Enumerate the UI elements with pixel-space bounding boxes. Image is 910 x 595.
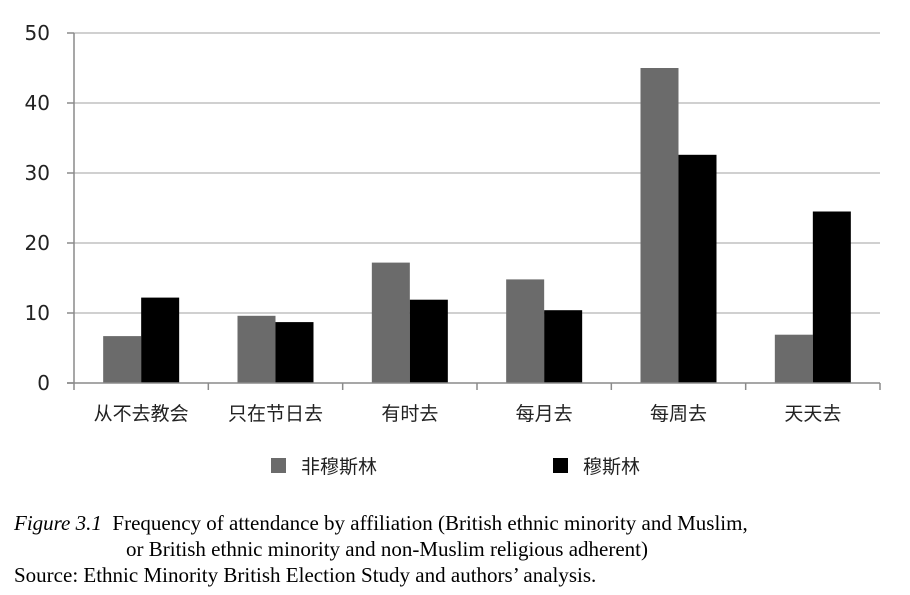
- gridlines: [74, 32, 880, 314]
- caption-line-1: Figure 3.1 Frequency of attendance by af…: [14, 510, 904, 536]
- x-tick-label: 从不去教会: [94, 403, 189, 425]
- bar-chart: 0 10 20 30 40 50 从不去教会 只在节日去 有时去 每月去 每周去 天天去 非穆斯林 穆…: [25, 21, 881, 478]
- legend-swatch: [553, 458, 568, 473]
- caption-source: Source: Ethnic Minority British Election…: [14, 563, 597, 587]
- figure-label: Figure 3.1: [14, 511, 102, 535]
- y-tick-label: 40: [25, 91, 50, 115]
- bar-series-2: [409, 299, 448, 383]
- bar-series-1: [640, 68, 679, 383]
- y-tick-label: 0: [37, 371, 50, 395]
- bar-series-1: [506, 279, 545, 383]
- bar-series-1: [371, 262, 410, 383]
- x-tick-label: 天天去: [784, 403, 841, 425]
- legend: 非穆斯林 穆斯林: [271, 456, 640, 478]
- bar-series-2: [678, 154, 717, 383]
- figure-caption: Figure 3.1 Frequency of attendance by af…: [14, 510, 904, 588]
- legend-label: 穆斯林: [583, 456, 640, 478]
- legend-swatch: [271, 458, 286, 473]
- bar-series-2: [141, 297, 180, 383]
- caption-title: Frequency of attendance by affiliation (…: [112, 511, 748, 535]
- y-tick-label: 10: [25, 301, 50, 325]
- bar-series-1: [103, 336, 142, 383]
- y-axis-tick-labels: 0 10 20 30 40 50: [25, 21, 50, 395]
- y-tick-label: 30: [25, 161, 50, 185]
- axes: [67, 32, 881, 390]
- x-tick-label: 有时去: [381, 403, 438, 425]
- legend-label: 非穆斯林: [301, 456, 377, 478]
- caption-line-2: or British ethnic minority and non-Musli…: [126, 537, 648, 561]
- bar-series-2: [812, 211, 851, 383]
- bars: [103, 68, 851, 383]
- x-tick-label: 每周去: [650, 403, 707, 425]
- y-tick-label: 50: [25, 21, 50, 45]
- bar-series-1: [774, 334, 813, 383]
- bar-series-2: [275, 322, 314, 383]
- bar-series-1: [237, 315, 276, 383]
- x-axis-tick-labels: 从不去教会 只在节日去 有时去 每月去 每周去 天天去: [94, 403, 842, 425]
- x-tick-label: 只在节日去: [228, 403, 323, 425]
- bar-series-2: [544, 310, 583, 383]
- x-tick-label: 每月去: [516, 403, 573, 425]
- y-tick-label: 20: [25, 231, 50, 255]
